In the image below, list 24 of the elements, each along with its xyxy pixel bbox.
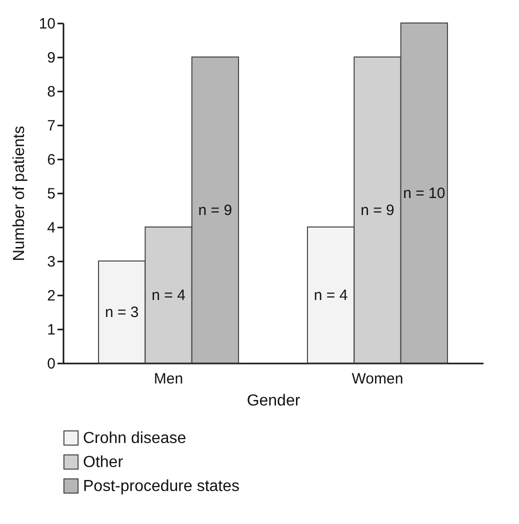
y-tick-label: 5 xyxy=(47,186,56,202)
y-tick-label: 4 xyxy=(47,220,56,236)
y-tick-label: 0 xyxy=(47,356,56,372)
y-tick-label: 7 xyxy=(47,118,56,134)
data-label: n = 4 xyxy=(152,287,186,304)
y-tick-label: 9 xyxy=(47,50,56,66)
y-tick-label: 6 xyxy=(47,152,56,168)
data-label: n = 3 xyxy=(104,304,139,321)
y-tick-label: 2 xyxy=(47,288,56,304)
data-label: n = 9 xyxy=(360,202,394,219)
legend-label: Other xyxy=(83,454,124,471)
x-axis-title: Gender xyxy=(246,392,301,410)
y-tick-label: 1 xyxy=(47,322,56,338)
data-label: n = 9 xyxy=(198,202,232,219)
y-tick-label: 10 xyxy=(38,16,56,32)
y-tick-label: 3 xyxy=(47,254,56,270)
y-axis-title: Number of patients xyxy=(10,126,28,262)
data-label: n = 4 xyxy=(314,287,348,304)
data-label: n = 10 xyxy=(403,185,446,202)
legend-label: Crohn disease xyxy=(83,430,186,447)
legend-label: Post-procedure states xyxy=(83,478,240,495)
x-tick-label: Men xyxy=(154,370,184,388)
y-tick-label: 8 xyxy=(47,84,56,100)
x-tick-label: Women xyxy=(352,370,404,388)
